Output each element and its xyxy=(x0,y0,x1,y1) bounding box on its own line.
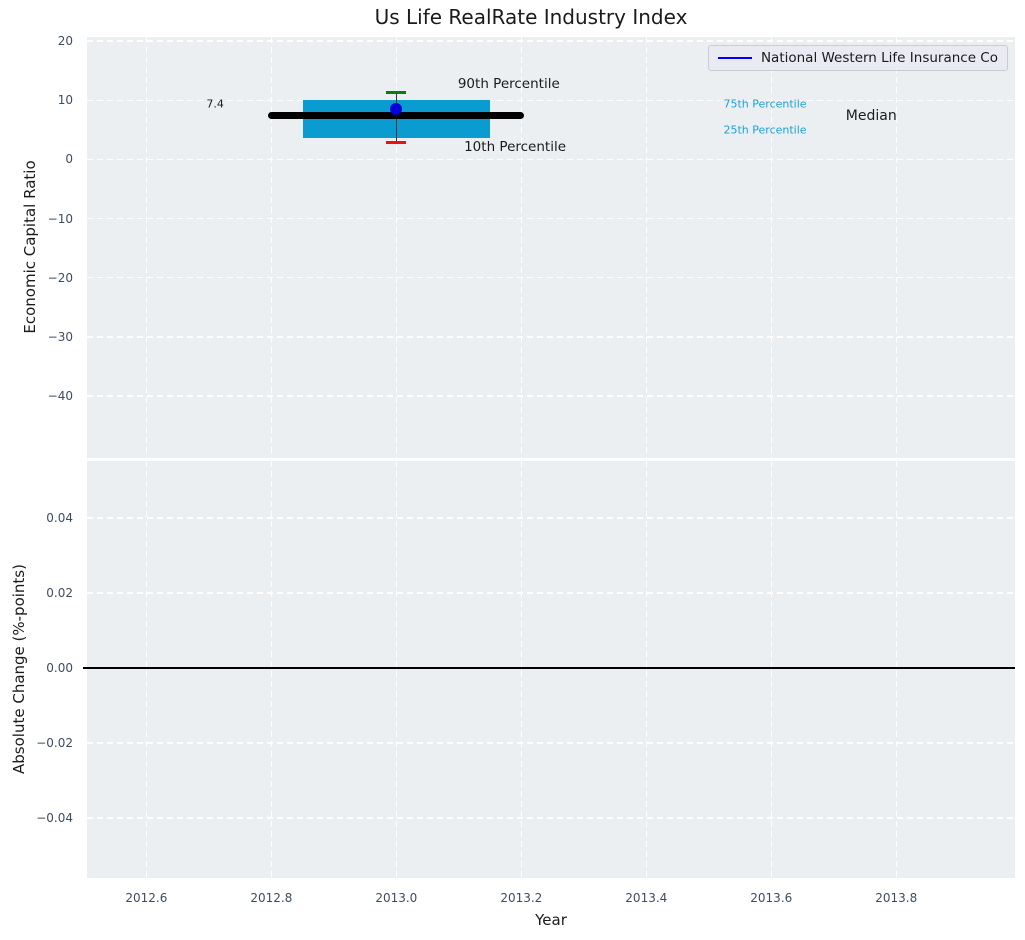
ytick-label-20: 20 xyxy=(57,34,73,49)
ytick-label--40: −40 xyxy=(47,388,73,403)
gridline-y-4 xyxy=(87,817,1015,819)
bottom-subplot xyxy=(87,461,1015,878)
gridline-x-6 xyxy=(895,461,898,878)
median-line xyxy=(268,112,525,120)
gridline-x-3 xyxy=(520,461,523,878)
gridline-x-3 xyxy=(520,37,523,458)
gridline-x-2 xyxy=(395,37,398,458)
gridline-y-0 xyxy=(87,40,1015,42)
gridline-x-0 xyxy=(145,461,148,878)
gridline-x-4 xyxy=(645,461,648,878)
gridline-y-5 xyxy=(87,336,1015,338)
ytick-label-0.04: 0.04 xyxy=(46,511,73,525)
top-subplot: National Western Life Insurance Co 7.4 90… xyxy=(87,37,1015,458)
gridline-x-6 xyxy=(895,37,898,458)
whisker-cap-90th xyxy=(386,91,407,95)
annotation-75th-percentile: 75th Percentile xyxy=(723,97,807,111)
ytick-label--30: −30 xyxy=(47,329,73,344)
legend: National Western Life Insurance Co xyxy=(707,45,1008,71)
annotation-7.4: 7.4 xyxy=(206,97,224,111)
xtick-label-2012.6: 2012.6 xyxy=(125,891,168,905)
annotation-median: Median xyxy=(845,107,897,124)
xtick-label-2013.6: 2013.6 xyxy=(750,891,793,905)
gridline-y-2 xyxy=(87,158,1015,161)
y-axis-label-top: Economic Capital Ratio xyxy=(21,160,39,334)
gridline-y-3 xyxy=(87,217,1015,220)
xtick-label-2013.0: 2013.0 xyxy=(375,891,418,905)
xtick-label-2013.8: 2013.8 xyxy=(875,891,918,905)
gridline-x-1 xyxy=(270,461,273,878)
legend-line-sample xyxy=(717,56,752,60)
ytick-label--0.02: −0.02 xyxy=(36,736,73,750)
gridline-y-4 xyxy=(87,276,1015,279)
gridline-x-5 xyxy=(770,37,773,458)
gridline-x-1 xyxy=(270,37,273,458)
ytick-label--0.04: −0.04 xyxy=(36,811,73,825)
legend-label: National Western Life Insurance Co xyxy=(760,50,998,66)
x-axis-label: Year xyxy=(535,911,567,929)
annotation-25th-percentile: 25th Percentile xyxy=(723,123,807,137)
ytick-label-0.02: 0.02 xyxy=(46,586,73,600)
gridline-x-5 xyxy=(770,461,773,878)
gridline-y-6 xyxy=(87,395,1015,397)
xtick-label-2013.4: 2013.4 xyxy=(625,891,668,905)
xtick-label-2013.2: 2013.2 xyxy=(500,891,543,905)
gridline-y-3 xyxy=(87,742,1015,744)
gridline-x-4 xyxy=(645,37,648,458)
chart-title: Us Life RealRate Industry Index xyxy=(374,5,688,29)
gridline-x-0 xyxy=(145,37,148,458)
xtick-label-2012.8: 2012.8 xyxy=(250,891,293,905)
gridline-y-1 xyxy=(87,99,1015,102)
annotation-10th-percentile: 10th Percentile xyxy=(464,138,567,155)
zero-line xyxy=(83,667,1015,669)
ytick-label-0: 0 xyxy=(65,152,73,167)
gridline-x-2 xyxy=(395,461,398,878)
whisker-cap-10th xyxy=(386,140,407,144)
gridline-y-1 xyxy=(87,592,1015,594)
ytick-label-0.00: 0.00 xyxy=(46,661,73,675)
gridline-y-0 xyxy=(87,517,1015,519)
company-point xyxy=(390,103,403,116)
ytick-label--20: −20 xyxy=(47,270,73,285)
annotation-90th-percentile: 90th Percentile xyxy=(457,76,560,93)
ytick-label--10: −10 xyxy=(47,211,73,226)
ytick-label-10: 10 xyxy=(57,93,73,108)
